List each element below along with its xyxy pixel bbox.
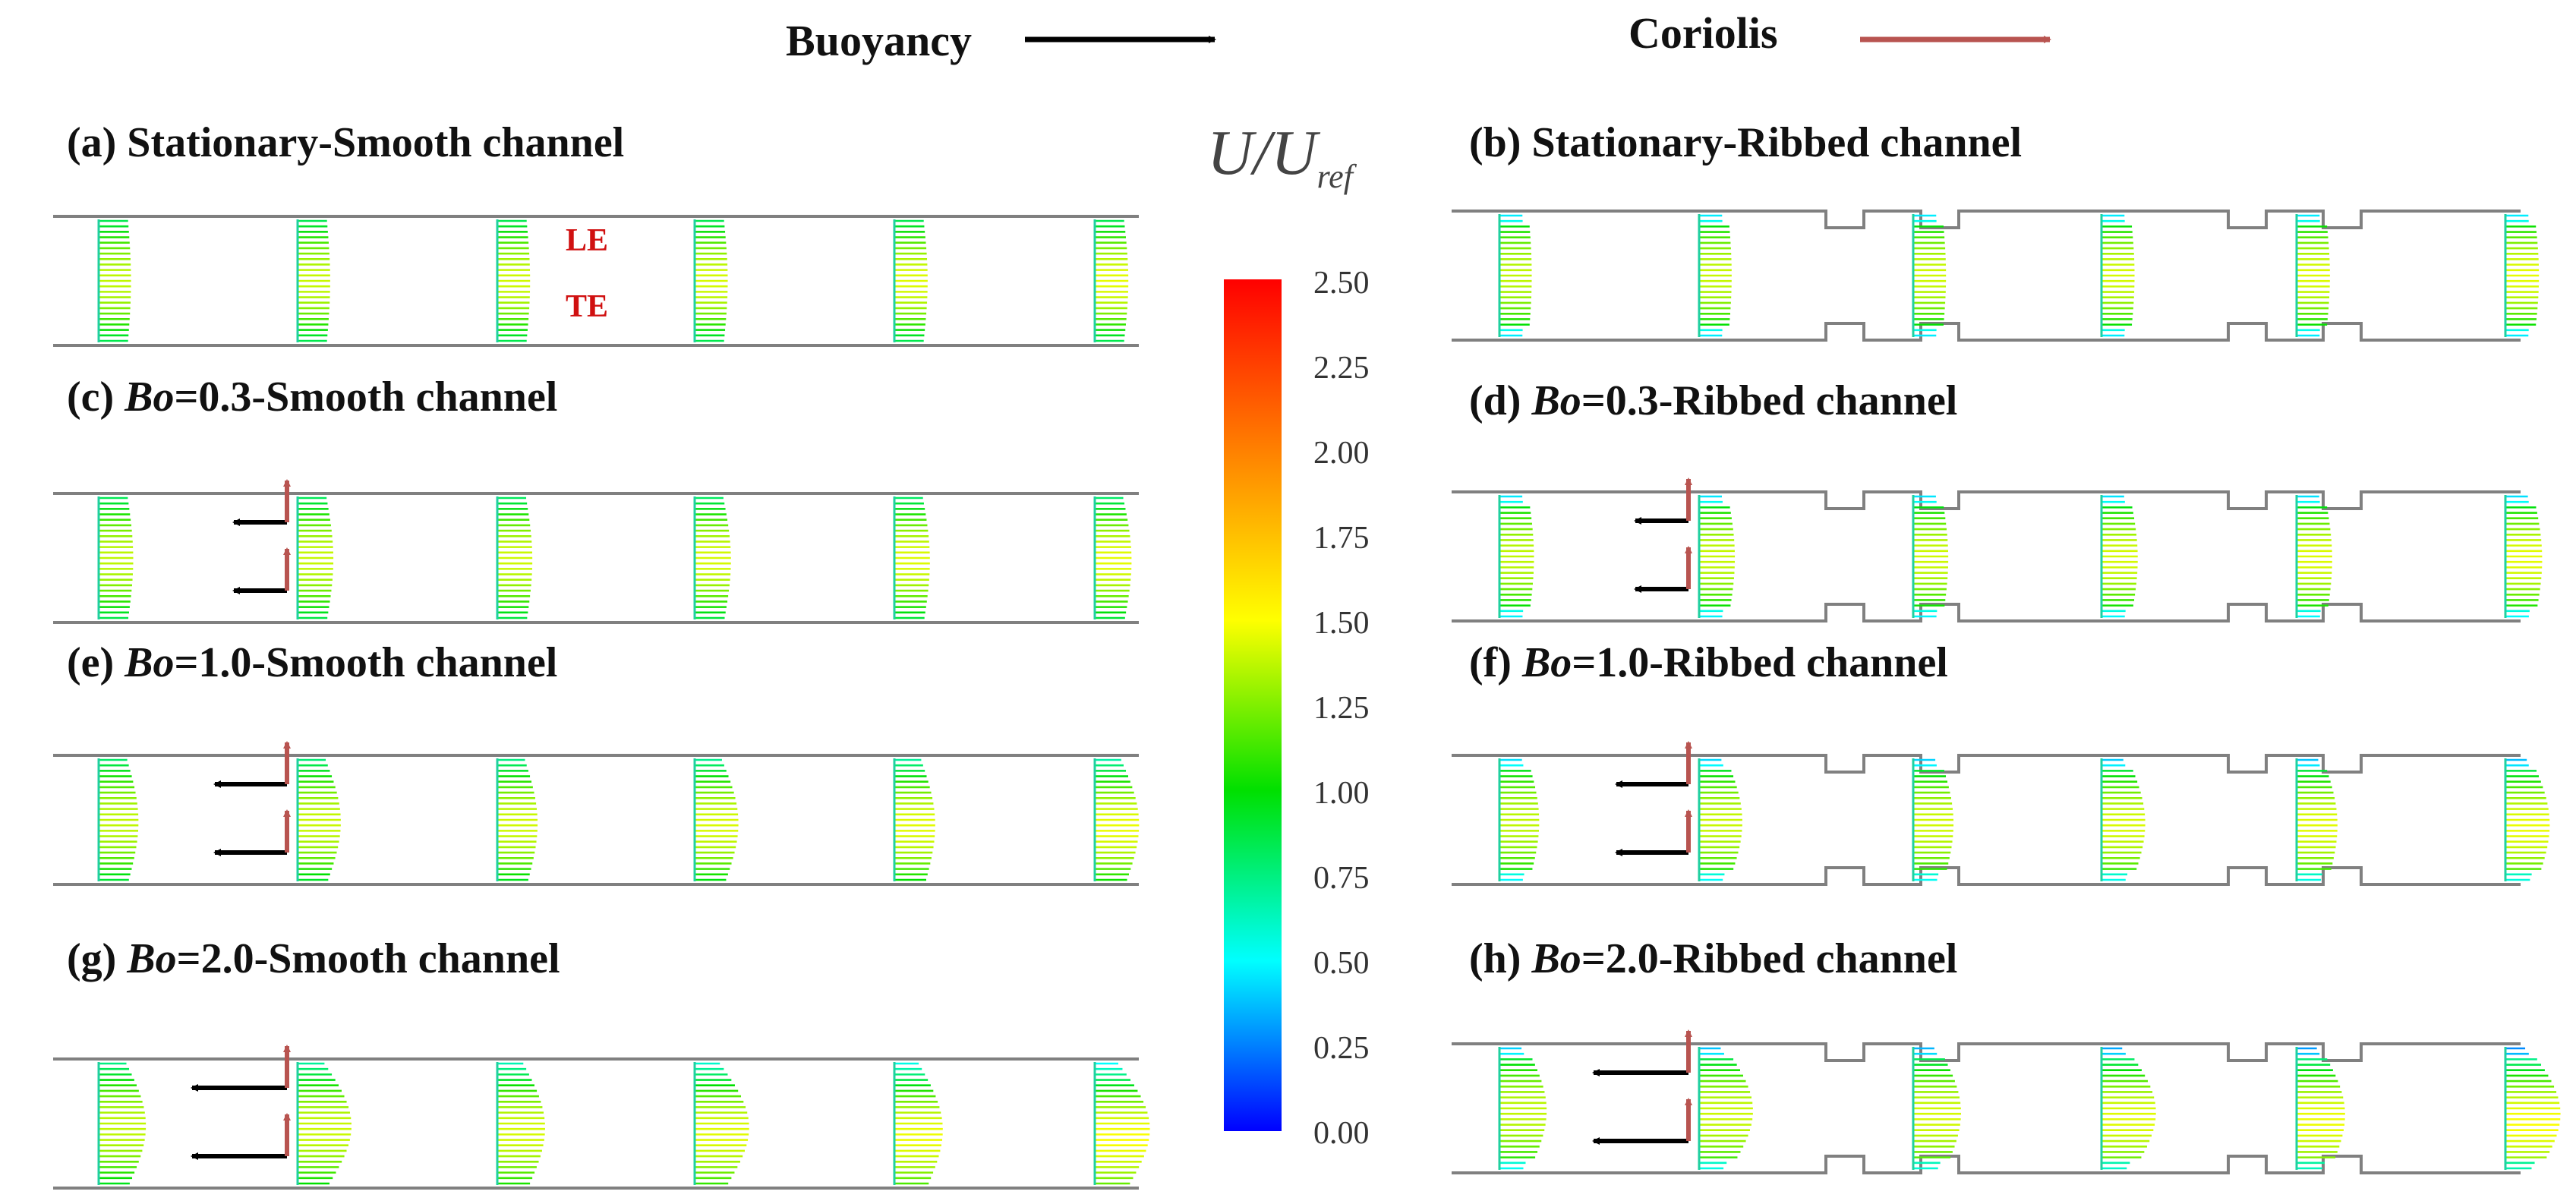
trailing-wall-ribbed [1452, 866, 2521, 886]
colorbar-tick: 0.75 [1313, 861, 1370, 896]
velocity-profile [296, 1062, 352, 1185]
colorbar-tick: 2.50 [1313, 266, 1370, 301]
velocity-profile [2504, 758, 2550, 881]
colorbar-symbol: U/Uref [1207, 118, 1353, 195]
velocity-profile [2295, 214, 2330, 337]
panel-title-b: (b) Stationary-Ribbed channel [1469, 119, 2023, 166]
velocity-profile [496, 1062, 545, 1185]
leading-wall-ribbed [1452, 210, 2521, 229]
velocity-profile [1498, 758, 1540, 881]
velocity-profile [1093, 219, 1129, 342]
panel-title-c: (c) Bo=0.3-Smooth channel [67, 373, 558, 421]
colorbar-tick: 1.00 [1313, 776, 1370, 811]
velocity-profile [1498, 1047, 1547, 1170]
trailing-wall-ribbed [1452, 1155, 2521, 1174]
velocity-profile [693, 219, 728, 342]
velocity-profile [1093, 1062, 1150, 1185]
colorbar-tick: 1.50 [1313, 606, 1370, 641]
velocity-profile [2295, 1047, 2345, 1170]
velocity-profile [693, 758, 739, 881]
velocity-profile [97, 1062, 147, 1185]
velocity-profile [2100, 214, 2135, 337]
velocity-profile [496, 496, 533, 619]
velocity-profile [893, 1062, 943, 1185]
leading-wall-ribbed [1452, 1042, 2521, 1062]
trailing-wall-ribbed [1452, 603, 2521, 622]
velocity-profile [2100, 758, 2146, 881]
velocity-profile [893, 219, 928, 342]
velocity-profile [97, 758, 139, 881]
channel-c [53, 479, 1139, 624]
channel-e [53, 741, 1140, 886]
colorbar [1224, 279, 1282, 1131]
panel-title-f: (f) Bo=1.0-Ribbed channel [1469, 639, 1948, 686]
velocity-profile [2504, 214, 2540, 337]
buoyancy-label: Buoyancy [786, 16, 972, 65]
velocity-profile [296, 758, 341, 881]
colorbar-tick: 2.00 [1313, 436, 1370, 471]
colorbar-tick: 1.25 [1313, 691, 1370, 726]
velocity-profile [1498, 214, 1532, 337]
velocity-profile [97, 219, 131, 342]
velocity-profile [496, 758, 538, 881]
panel-title-d: (d) Bo=0.3-Ribbed channel [1469, 377, 1958, 424]
velocity-profile [2504, 1047, 2561, 1170]
velocity-profile [893, 496, 930, 619]
velocity-profile [1498, 495, 1534, 618]
velocity-profile [1698, 758, 1742, 881]
velocity-profile [893, 758, 935, 881]
velocity-profile [2295, 758, 2338, 881]
channel-a [53, 215, 1139, 347]
leading-wall-ribbed [1452, 754, 2521, 774]
velocity-profile [2295, 495, 2332, 618]
trailing-edge-label: TE [566, 289, 609, 324]
panel-title-a: (a) Stationary-Smooth channel [67, 119, 625, 166]
velocity-profile [97, 496, 134, 619]
velocity-profile [1698, 495, 1736, 618]
channel-b [1452, 210, 2540, 342]
channel-h [1452, 1029, 2561, 1174]
leading-wall-ribbed [1452, 490, 2521, 510]
velocity-profile [2100, 495, 2138, 618]
velocity-profile [2504, 495, 2543, 618]
velocity-profile [296, 219, 330, 342]
channel-d [1452, 478, 2543, 622]
leading-edge-label: LE [566, 223, 609, 258]
coriolis-label: Coriolis [1629, 8, 1778, 58]
velocity-profile [1912, 1047, 1961, 1170]
velocity-profile [1698, 1047, 1753, 1170]
panel-title-h: (h) Bo=2.0-Ribbed channel [1469, 935, 1958, 982]
channel-f [1452, 741, 2550, 886]
colorbar-tick: 1.75 [1313, 521, 1370, 556]
velocity-profile [693, 1062, 749, 1185]
channel-g [53, 1045, 1150, 1190]
colorbar-tick: 2.25 [1313, 351, 1370, 386]
velocity-profile [1698, 214, 1732, 337]
colorbar-tick: 0.50 [1313, 946, 1370, 981]
panel-title-e: (e) Bo=1.0-Smooth channel [67, 639, 558, 686]
velocity-profile [296, 496, 334, 619]
panel-title-g: (g) Bo=2.0-Smooth channel [67, 935, 560, 982]
velocity-profile [1912, 214, 1947, 337]
colorbar-tick: 0.25 [1313, 1031, 1370, 1066]
trailing-wall-ribbed [1452, 322, 2521, 342]
velocity-profile [2100, 1047, 2156, 1170]
velocity-profile [1093, 496, 1132, 619]
velocity-profile [1093, 758, 1140, 881]
velocity-profile [1912, 495, 1949, 618]
colorbar-tick: 0.00 [1313, 1116, 1370, 1151]
velocity-profile [496, 219, 531, 342]
velocity-profile [1912, 758, 1954, 881]
velocity-profile [693, 496, 731, 619]
